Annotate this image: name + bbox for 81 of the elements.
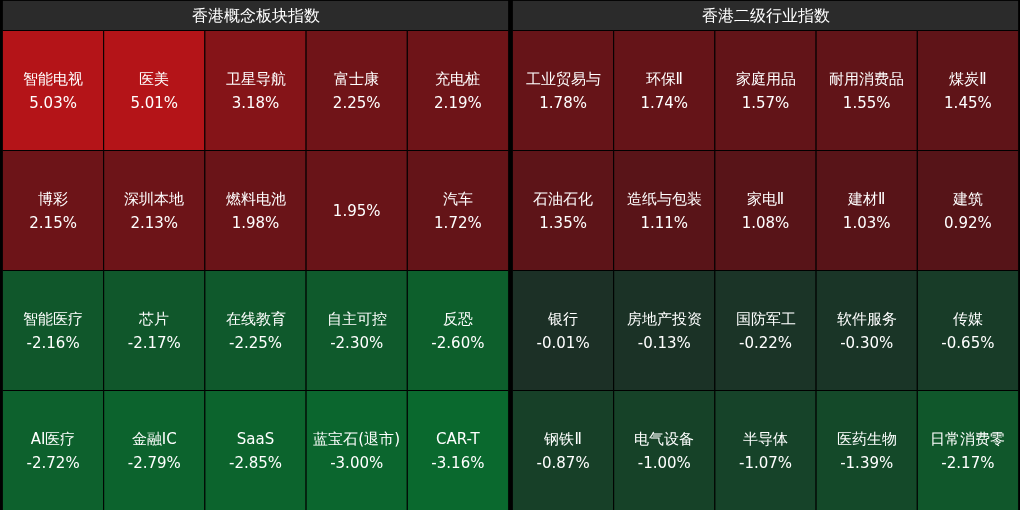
category-label: 建材Ⅱ bbox=[847, 189, 886, 208]
data-label: -3.16% bbox=[431, 453, 485, 472]
data-label: -1.39% bbox=[840, 453, 894, 472]
category-label: 蓝宝石(退市) bbox=[313, 429, 401, 448]
data-label: 1.45% bbox=[944, 93, 992, 112]
category-label: 房地产投资 bbox=[626, 309, 702, 328]
text: 香港概念板块指数 bbox=[191, 6, 320, 25]
data-label: -0.87% bbox=[536, 453, 590, 472]
data-label: -2.72% bbox=[26, 453, 80, 472]
category-label: 工业贸易与 bbox=[525, 69, 601, 88]
data-label: -2.85% bbox=[228, 453, 283, 472]
category-label: 医美 bbox=[139, 69, 170, 88]
category-label: 芯片 bbox=[138, 309, 170, 328]
data-label: 1.74% bbox=[640, 93, 689, 112]
category-label: 金融IC bbox=[131, 429, 177, 448]
category-label: 博彩 bbox=[38, 189, 69, 208]
category-label: 深圳本地 bbox=[124, 189, 185, 208]
data-label: 2.19% bbox=[434, 93, 482, 112]
category-label: 卫星导航 bbox=[225, 69, 286, 88]
data-label: 1.55% bbox=[842, 93, 891, 112]
category-label: SaaS bbox=[236, 429, 275, 448]
category-label: 国防军工 bbox=[735, 309, 796, 328]
data-label: -0.22% bbox=[738, 333, 793, 352]
data-label: 1.11% bbox=[640, 213, 689, 232]
category-label: CAR-T bbox=[436, 429, 481, 448]
category-label: 软件服务 bbox=[836, 309, 897, 328]
category-label: 钢铁Ⅱ bbox=[543, 429, 582, 448]
data-label: -2.60% bbox=[431, 333, 485, 352]
category-label: 耐用消费品 bbox=[829, 69, 905, 88]
data-label: 1.35% bbox=[539, 213, 587, 232]
data-label: -2.17% bbox=[127, 333, 181, 352]
category-label: 家庭用品 bbox=[735, 69, 796, 88]
category-label: 在线教育 bbox=[225, 309, 286, 328]
data-label: -0.65% bbox=[941, 333, 995, 352]
category-label: 自主可控 bbox=[326, 309, 387, 328]
category-label: 富士康 bbox=[334, 69, 380, 88]
data-label: 1.72% bbox=[434, 213, 482, 232]
category-label: 智能医疗 bbox=[23, 309, 84, 328]
data-label: 2.13% bbox=[130, 213, 179, 232]
category-label: 燃料电池 bbox=[225, 189, 286, 208]
category-label: 石油石化 bbox=[533, 189, 594, 208]
data-label: -2.25% bbox=[228, 333, 283, 352]
data-label: -2.16% bbox=[26, 333, 80, 352]
category-label: 建筑 bbox=[951, 189, 983, 208]
data-label: 1.03% bbox=[842, 213, 891, 232]
category-label: 反恐 bbox=[442, 309, 473, 328]
data-label: 0.92% bbox=[944, 213, 992, 232]
data-label: 1.98% bbox=[231, 213, 280, 232]
data-label: -1.00% bbox=[637, 453, 691, 472]
category-label: AI医疗 bbox=[30, 429, 76, 448]
data-label: -0.13% bbox=[637, 333, 691, 352]
data-label: -0.01% bbox=[536, 333, 590, 352]
data-label: 5.03% bbox=[29, 93, 77, 112]
text: 香港二级行业指数 bbox=[701, 6, 830, 25]
data-label: -2.79% bbox=[127, 453, 181, 472]
data-label: 1.08% bbox=[741, 213, 790, 232]
data-label: -0.30% bbox=[840, 333, 894, 352]
data-label: -2.17% bbox=[941, 453, 995, 472]
category-label: 汽车 bbox=[442, 189, 473, 208]
data-label: 5.01% bbox=[130, 93, 179, 112]
category-label: 银行 bbox=[547, 309, 579, 328]
category-label: 传媒 bbox=[952, 309, 983, 328]
category-label: 造纸与包装 bbox=[626, 189, 702, 208]
category-label: 家电Ⅱ bbox=[746, 189, 785, 208]
data-label: 1.78% bbox=[539, 93, 587, 112]
category-label: 半导体 bbox=[743, 429, 788, 448]
data-label: 1.95% bbox=[332, 201, 381, 220]
data-label: -2.30% bbox=[330, 333, 384, 352]
data-label: 1.57% bbox=[741, 93, 790, 112]
data-label: -3.00% bbox=[330, 453, 384, 472]
category-label: 医药生物 bbox=[836, 429, 897, 448]
category-label: 电气设备 bbox=[634, 429, 695, 448]
data-label: 2.25% bbox=[332, 93, 381, 112]
data-label: -1.07% bbox=[738, 453, 793, 472]
data-label: 2.15% bbox=[29, 213, 77, 232]
category-label: 充电桩 bbox=[435, 69, 481, 88]
category-label: 煤炭Ⅱ bbox=[949, 69, 987, 88]
category-label: 智能电视 bbox=[23, 69, 84, 88]
category-label: 环保Ⅱ bbox=[645, 69, 683, 88]
category-label: 日常消费零 bbox=[930, 429, 1006, 448]
data-label: 3.18% bbox=[231, 93, 280, 112]
